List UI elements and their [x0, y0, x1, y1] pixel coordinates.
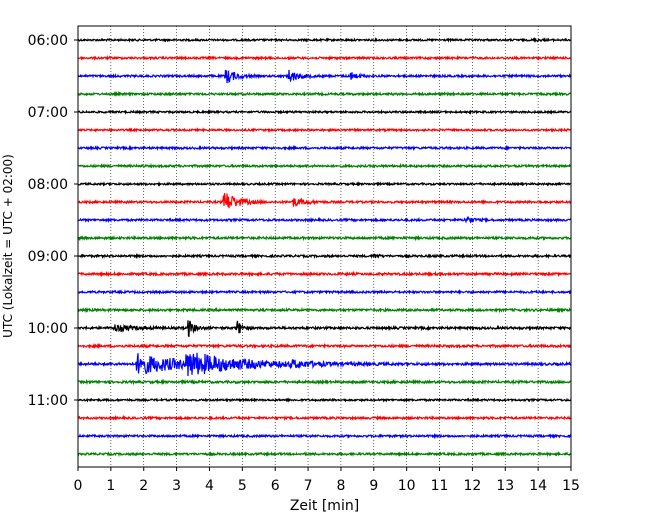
trace-10:00 [77, 320, 572, 337]
trace-08:30 [77, 216, 572, 224]
y-tick-label-06:00: 06:00 [28, 33, 68, 49]
plot-frame [77, 25, 572, 468]
x-tick-label-10: 10 [398, 478, 416, 494]
x-tick-label-5: 5 [238, 478, 247, 494]
x-tick-label-11: 11 [431, 478, 449, 494]
y-axis: 06:00 07:00 08:00 09:00 10:00 11:00 [28, 33, 78, 409]
x-tick-label-13: 13 [496, 478, 514, 494]
trace-10:15 [77, 342, 572, 350]
trace-06:45 [77, 90, 572, 98]
x-tick-label-3: 3 [172, 478, 181, 494]
x-tick-label-8: 8 [336, 478, 345, 494]
x-tick-label-15: 15 [562, 478, 580, 494]
x-tick-label-12: 12 [463, 478, 481, 494]
trace-08:15 [77, 193, 572, 209]
trace-06:00 [77, 36, 572, 43]
trace-07:15 [77, 127, 572, 133]
x-tick-label-6: 6 [271, 478, 280, 494]
trace-11:45 [77, 450, 572, 458]
trace-11:30 [77, 432, 572, 440]
y-tick-label-09:00: 09:00 [28, 249, 68, 265]
trace-07:00 [77, 109, 572, 115]
x-axis-title: Zeit [min] [290, 498, 359, 514]
x-tick-label-1: 1 [106, 478, 115, 494]
trace-09:45 [77, 306, 572, 314]
trace-06:30 [77, 69, 572, 84]
trace-08:45 [77, 234, 572, 242]
trace-07:45 [77, 162, 572, 169]
x-tick-label-7: 7 [304, 478, 313, 494]
y-tick-label-08:00: 08:00 [28, 177, 68, 193]
y-tick-label-07:00: 07:00 [28, 105, 68, 121]
trace-09:30 [77, 288, 572, 296]
trace-lines [77, 36, 572, 458]
trace-08:00 [77, 180, 572, 187]
x-axis: 0 1 2 3 4 5 6 7 8 9 10 11 12 13 14 15 [74, 467, 580, 494]
y-tick-label-10:00: 10:00 [28, 321, 68, 337]
y-axis-title: UTC (Lokalzeit = UTC + 02:00) [1, 154, 15, 338]
trace-09:15 [77, 270, 572, 278]
x-tick-label-4: 4 [205, 478, 214, 494]
x-tick-label-2: 2 [139, 478, 148, 494]
trace-11:00 [77, 396, 572, 403]
x-tick-label-9: 9 [369, 478, 378, 494]
trace-07:30 [77, 144, 572, 152]
trace-10:30 [77, 352, 572, 376]
x-tick-label-14: 14 [529, 478, 547, 494]
trace-09:00 [77, 252, 572, 260]
trace-06:15 [77, 54, 572, 62]
trace-10:45 [77, 378, 572, 386]
x-tick-label-0: 0 [74, 478, 83, 494]
trace-11:15 [77, 414, 572, 422]
y-tick-label-11:00: 11:00 [28, 393, 68, 409]
